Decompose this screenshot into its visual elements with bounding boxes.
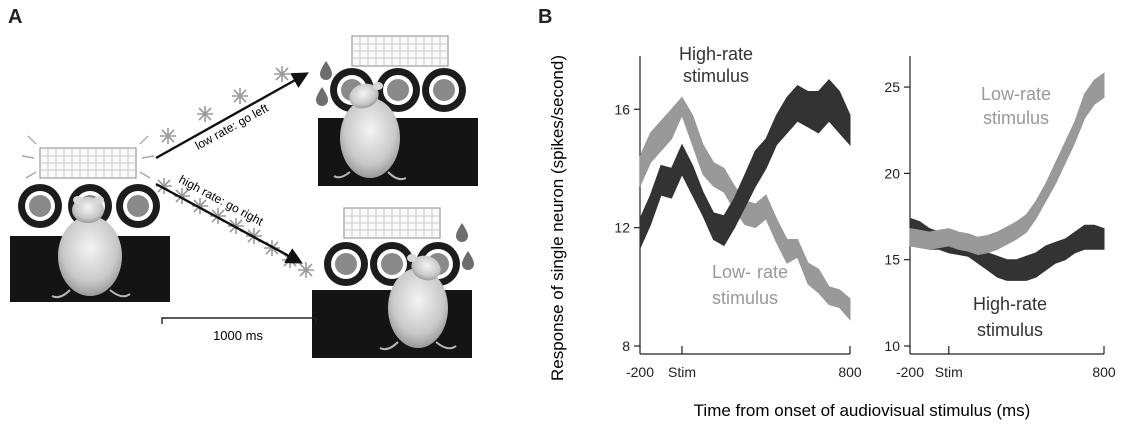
right-choice-arrow (155, 182, 303, 264)
y-tick-label: 20 (884, 165, 900, 181)
y-tick-label: 8 (622, 338, 630, 354)
series-annotation: stimulus (977, 320, 1043, 340)
y-tick-label: 10 (884, 338, 900, 354)
low-rate-response-band (639, 96, 851, 321)
series-annotation: stimulus (712, 288, 778, 308)
x-tick-label: -200 (626, 364, 654, 380)
panel-b-label: B (538, 6, 553, 28)
y-tick-label: 16 (614, 101, 630, 117)
flash-rays (21, 135, 155, 179)
x-tick-label: Stim (668, 364, 696, 380)
task-schematic: low rate: go left high rate: go right (10, 35, 478, 358)
low-rate-response-band (909, 72, 1105, 256)
series-annotation: High-rate (973, 294, 1047, 314)
series-annotation: High-rate (679, 44, 753, 64)
left-choice-arrow (155, 72, 309, 160)
x-tick-label: -200 (896, 364, 924, 380)
time-scale-bar: 1000 ms (161, 317, 317, 343)
panel-a-label: A (8, 6, 23, 28)
high-rate-response-band (639, 78, 851, 249)
y-tick-label: 25 (884, 79, 900, 95)
series-annotation: stimulus (683, 66, 749, 86)
y-tick-label: 15 (884, 252, 900, 268)
center-setup (10, 135, 170, 302)
x-tick-label: Stim (935, 364, 963, 380)
chart-right: 10 15 20 25 -200 Stim 800 Low-rate stimulus High-… (884, 56, 1116, 380)
scale-bar-label: 1000 ms (213, 328, 263, 343)
right-port-outcome (312, 207, 474, 358)
series-annotation: Low- (712, 262, 751, 282)
x-tick-label: 800 (838, 364, 862, 380)
y-tick-label: 12 (614, 220, 630, 236)
series-annotation: stimulus (983, 108, 1049, 128)
left-port-outcome (316, 35, 478, 186)
rat-icon (333, 82, 407, 181)
rat-icon (51, 196, 131, 299)
series-annotation: Low-rate (981, 84, 1051, 104)
series-annotation: rate (757, 262, 788, 282)
x-axis-label: Time from onset of audiovisual stimulus … (694, 401, 1031, 420)
rat-icon (379, 254, 457, 351)
x-tick-label: 800 (1092, 364, 1116, 380)
y-axis-label: Response of single neuron (spikes/second… (548, 55, 567, 381)
